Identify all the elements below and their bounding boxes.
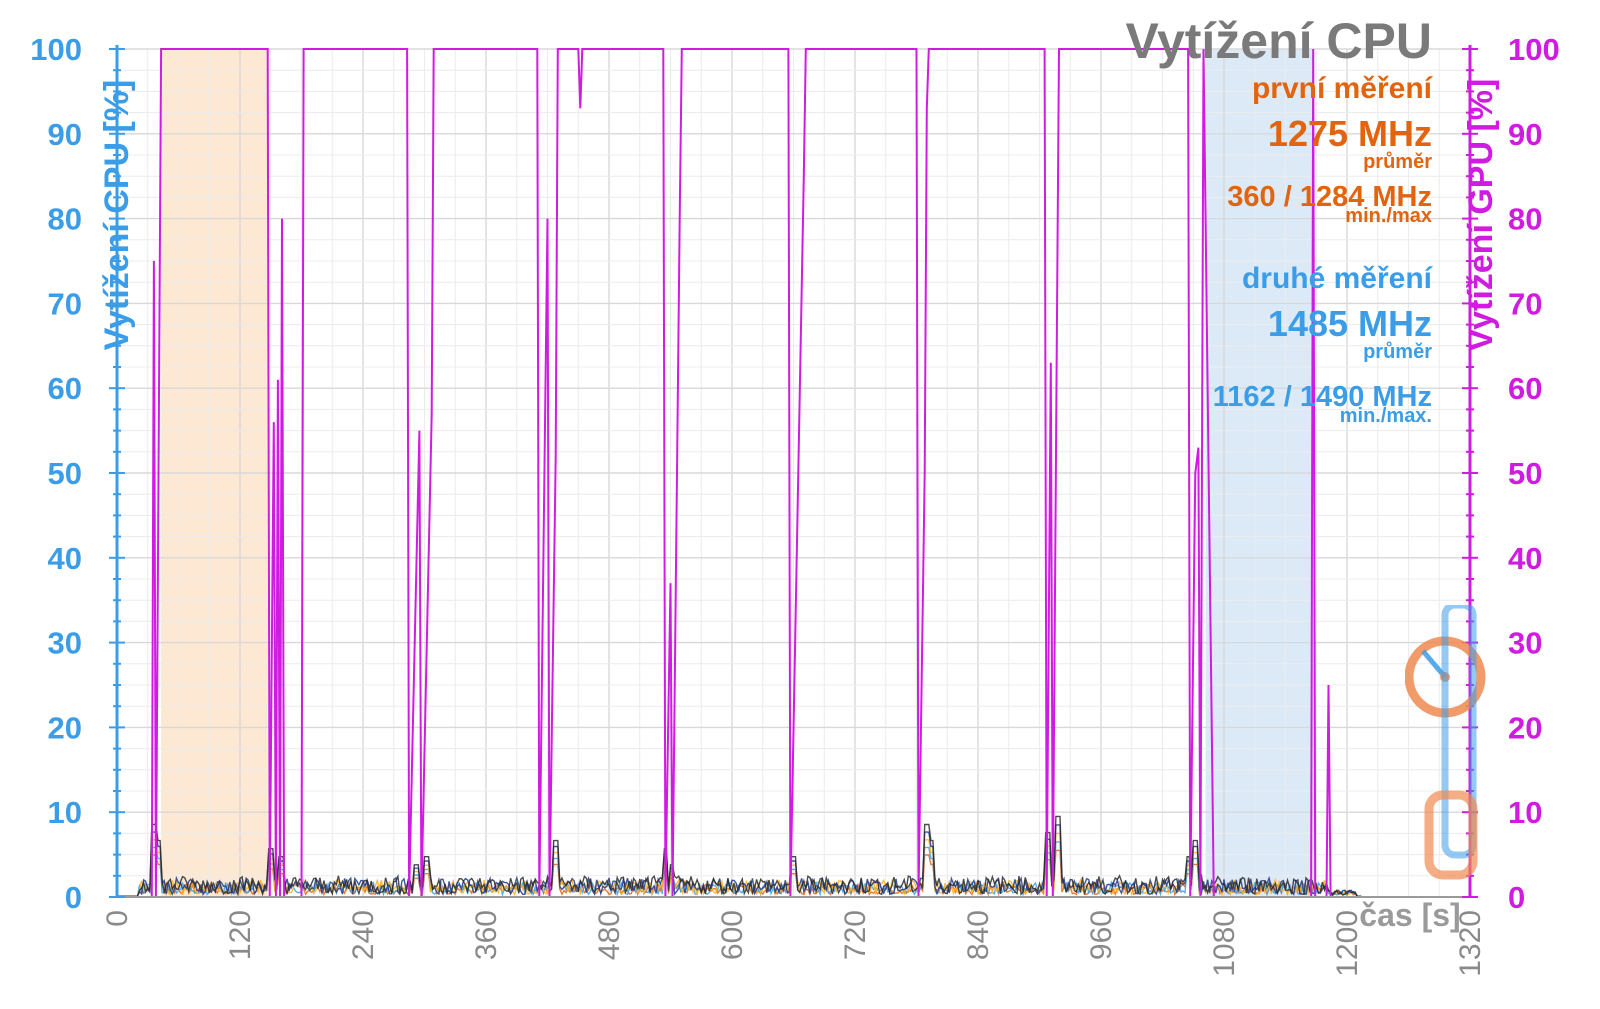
first-run-minmax: 360 / 1284 MHz: [1227, 181, 1432, 213]
x-tick-label: 720: [839, 910, 872, 960]
y-tick-label-left: 40: [48, 541, 82, 576]
x-tick-label: 480: [593, 910, 626, 960]
y-tick-label-right: 90: [1508, 117, 1542, 152]
x-tick-label: 960: [1085, 910, 1118, 960]
y-tick-label-left: 10: [48, 795, 82, 830]
second-run-label: druhé měření: [1241, 262, 1432, 295]
x-tick-label: 120: [224, 910, 257, 960]
y-tick-label-right: 0: [1508, 880, 1525, 915]
y-tick-label-right: 50: [1508, 456, 1542, 491]
x-tick-label: 840: [962, 910, 995, 960]
y-tick-label-left: 60: [48, 371, 82, 406]
second-run-annotation: druhé měření 1485 MHz průměr 1162 / 1490…: [1213, 262, 1432, 426]
x-tick-label: 240: [347, 910, 380, 960]
first-run-annotation: první měření 1275 MHz průměr 360 / 1284 …: [1227, 72, 1432, 226]
y-tick-label-left: 90: [48, 117, 82, 152]
second-run-minmax-sub: min./max.: [1339, 405, 1432, 427]
first-run-minmax-sub: min./max: [1345, 205, 1432, 227]
gpu-series-line: [117, 48, 1353, 898]
second-run-minmax: 1162 / 1490 MHz: [1212, 381, 1432, 413]
x-tick-label: 600: [716, 910, 749, 960]
y-tick-label-right: 100: [1508, 32, 1560, 67]
gpu-series-group: [117, 48, 1353, 898]
x-tick-label: 360: [470, 910, 503, 960]
x-tick-label: 0: [101, 910, 134, 927]
first-run-label: první měření: [1251, 72, 1432, 105]
y-tick-label-right: 70: [1508, 286, 1542, 321]
y-tick-label-right: 60: [1508, 371, 1542, 406]
x-tick-label: 1320: [1454, 910, 1487, 977]
y-tick-label-left: 100: [30, 32, 82, 67]
x-tick-label: 1080: [1208, 910, 1241, 977]
chart-title: Vytížení CPU: [1125, 13, 1432, 69]
grid: [116, 48, 1471, 898]
second-run-avg: 1485 MHz: [1267, 303, 1432, 344]
y-tick-label-left: 70: [48, 286, 82, 321]
y-tick-label-right: 80: [1508, 202, 1542, 237]
y-tick-label-left: 0: [65, 880, 82, 915]
cpu-series-4: [117, 815, 1362, 897]
y-axis-label-left: Vytížení CPU [%]: [98, 80, 136, 351]
y-tick-label-left: 20: [48, 710, 82, 745]
x-tick-label: 1200: [1331, 910, 1364, 977]
y-tick-label-left: 50: [48, 456, 82, 491]
first-run-avg-sub: průměr: [1363, 151, 1432, 173]
y-tick-label-right: 30: [1508, 626, 1542, 661]
y-tick-label-right: 10: [1508, 795, 1542, 830]
y-tick-label-right: 20: [1508, 710, 1542, 745]
y-tick-label-left: 80: [48, 202, 82, 237]
first-run-avg: 1275 MHz: [1267, 113, 1432, 154]
y-axis-label-right: Vytížení GPU [%]: [1462, 79, 1500, 352]
y-tick-label-right: 40: [1508, 541, 1542, 576]
x-axis-label: čas [s]: [1359, 897, 1460, 933]
pctuning-logo-icon: [1405, 605, 1486, 880]
axes: [109, 45, 1478, 898]
cpu-series-group: [117, 815, 1362, 897]
second-run-avg-sub: průměr: [1363, 341, 1432, 363]
tick-labels: 0 0 10 10 20 20 30 30 40 40 50 50 60 60 70 70 80 80 90 90 10…: [30, 32, 1559, 977]
y-tick-label-left: 30: [48, 626, 82, 661]
